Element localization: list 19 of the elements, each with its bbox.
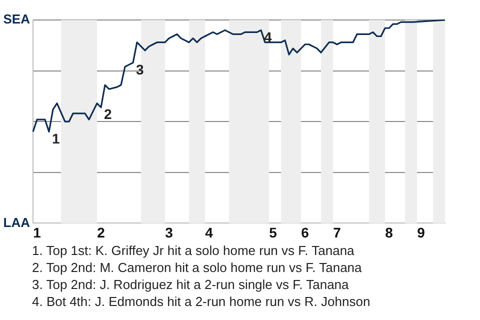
annotation: 4 [264, 29, 272, 46]
text: SEA [3, 12, 31, 27]
annotation: 2 [104, 106, 112, 122]
x-tick-label: 1 [33, 224, 42, 240]
text: 1. Top 1st: K. Griffey Jr hit a solo home run vs F. Tanana [32, 242, 356, 259]
text: LAA [3, 214, 31, 230]
text: 3. Top 2nd: J. Rodriguez hit a 2-run single vs F. Tanana [32, 276, 350, 293]
x-tick-label: 2 [97, 224, 106, 240]
x-tick-label: 4 [205, 224, 214, 240]
text: 4. Bot 4th: J. Edmonds hit a 2-run home run vs R. Johnson [32, 293, 370, 310]
text: 2. Top 2nd: M. Cameron hit a solo home run vs F. Tanana [32, 259, 363, 276]
x-tick-label: 9 [417, 224, 426, 240]
x-tick-label: 3 [165, 224, 174, 240]
x-tick-label: 5 [269, 224, 278, 240]
x-tick-label: 6 [301, 224, 310, 240]
x-tick-label: 7 [333, 224, 342, 240]
annotation: 1 [52, 130, 60, 147]
x-tick-label: 8 [385, 224, 394, 240]
annotation: 3 [136, 62, 144, 78]
